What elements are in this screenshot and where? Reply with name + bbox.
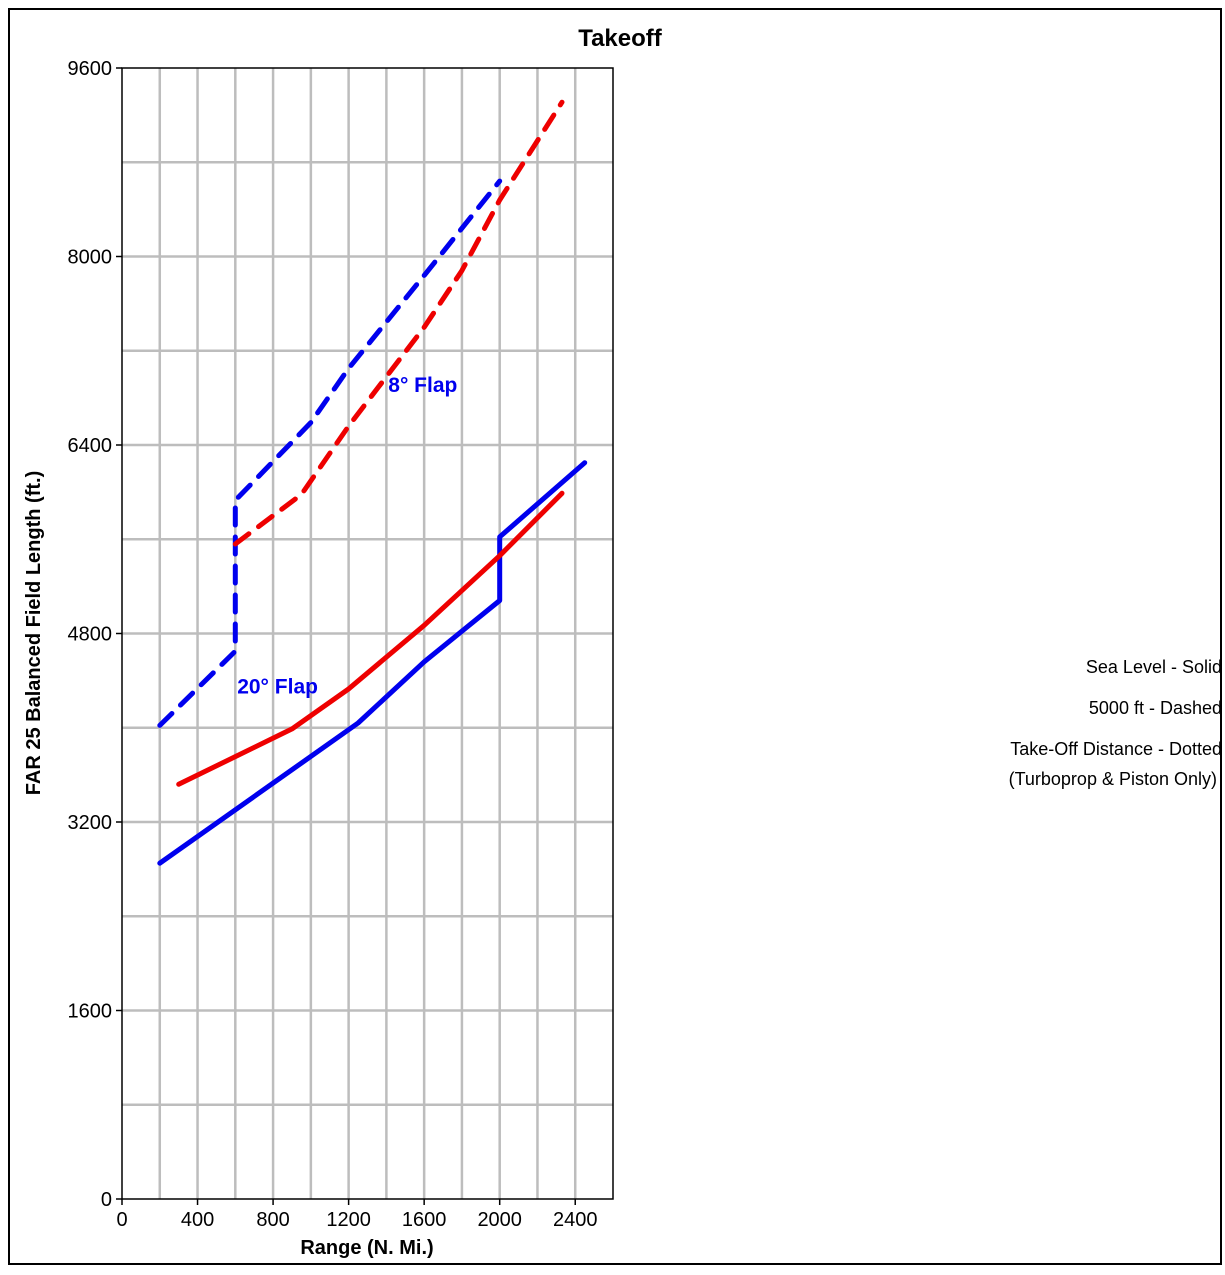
axis-layer: 0 400 800 1200 1600 2000 2400 0 1600 3200 4800 6400… — [68, 58, 598, 1231]
legend-note-sea-level: Sea Level - Solid — [1086, 657, 1222, 677]
y-tick-label: 3200 — [68, 812, 113, 834]
series-line-solid-red — [176, 490, 565, 787]
legend-note-takeoff-distance: Take-Off Distance - Dotted — [1010, 739, 1222, 759]
chart-title: Takeoff — [578, 25, 663, 52]
y-tick-label: 1600 — [68, 1001, 113, 1023]
y-tick-label: 8000 — [68, 247, 113, 269]
series-line-solid-blue — [157, 460, 588, 866]
series-line-dashed-blue — [157, 178, 503, 728]
y-axis-label: FAR 25 Balanced Field Length (ft.) — [23, 471, 45, 795]
series-line-dashed-red — [232, 99, 565, 547]
x-tick-label: 2400 — [553, 1209, 598, 1231]
x-axis-label: Range (N. Mi.) — [300, 1237, 433, 1259]
flap-annotation: 8° Flap — [388, 374, 457, 397]
x-tick-label: 0 — [116, 1209, 127, 1231]
flap-annotation: 20° Flap — [237, 676, 318, 699]
chart-border — [8, 8, 1222, 1265]
y-tick-label: 6400 — [68, 435, 113, 457]
x-tick-label: 1200 — [326, 1209, 371, 1231]
x-tick-label: 400 — [181, 1209, 214, 1231]
series-layer — [157, 99, 588, 866]
x-tick-label: 1600 — [402, 1209, 447, 1231]
x-tick-label: 2000 — [477, 1209, 522, 1231]
y-tick-label: 0 — [101, 1189, 112, 1211]
y-tick-label: 9600 — [68, 58, 113, 80]
x-tick-label: 800 — [256, 1209, 289, 1231]
legend-note-5000ft: 5000 ft - Dashed — [1089, 698, 1222, 718]
legend-notes: Sea Level - Solid 5000 ft - Dashed Take-… — [1009, 657, 1222, 789]
annotation-layer: 8° Flap 20° Flap — [237, 374, 457, 699]
grid — [122, 68, 613, 1199]
y-tick-label: 4800 — [68, 624, 113, 646]
legend-note-turboprop: (Turboprop & Piston Only) — [1009, 769, 1217, 789]
